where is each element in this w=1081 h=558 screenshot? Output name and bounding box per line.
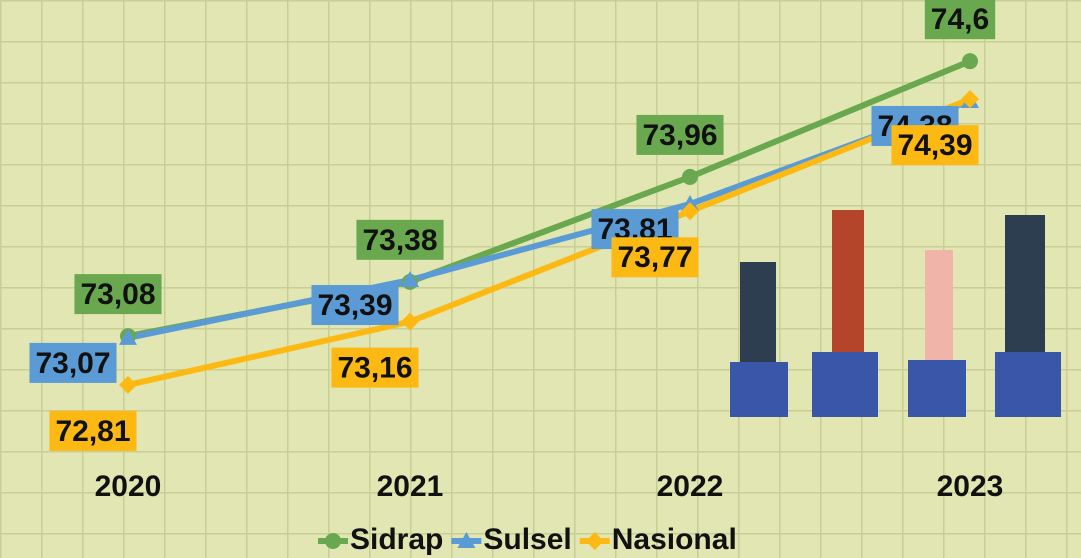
pot: [730, 362, 788, 417]
decoration: [730, 210, 1061, 417]
value-label: 73,08: [74, 274, 161, 314]
person: [832, 210, 864, 352]
value-label-text: 74,6: [931, 3, 989, 36]
value-label: 73,07: [29, 343, 116, 383]
value-label: 74,6: [925, 0, 995, 39]
person: [925, 250, 953, 360]
x-tick-label: 2021: [377, 470, 444, 503]
point: [962, 53, 978, 69]
value-label-text: 73,08: [80, 278, 155, 311]
value-label-text: 73,39: [317, 289, 392, 322]
value-label: 74,39: [891, 125, 978, 165]
person: [740, 262, 776, 362]
value-label: 72,81: [49, 411, 136, 451]
value-label: 73,16: [331, 348, 418, 388]
x-tick-label: 2022: [657, 470, 724, 503]
legend-label: Sulsel: [483, 523, 571, 556]
value-label-text: 73,96: [642, 119, 717, 152]
value-label-text: 73,16: [337, 352, 412, 385]
pot: [995, 352, 1061, 417]
value-label: 73,77: [611, 237, 698, 277]
person: [1005, 215, 1045, 352]
value-label-text: 74,39: [897, 129, 972, 162]
value-label: 73,96: [636, 115, 723, 155]
x-tick-label: 2023: [937, 470, 1004, 503]
value-label-text: 73,38: [362, 224, 437, 257]
legend-item: Nasional: [580, 523, 737, 556]
point: [119, 376, 137, 394]
point: [401, 313, 419, 331]
pot: [908, 360, 966, 417]
value-label-text: 72,81: [55, 415, 130, 448]
value-label: 73,38: [356, 220, 443, 260]
chart: 2020 2021 2022 2023 73,08 73,38 73,96 74,6 73,07…: [0, 0, 1081, 558]
pot: [812, 352, 878, 417]
point: [325, 533, 341, 549]
legend-label: Nasional: [612, 523, 737, 556]
value-label: 73,39: [311, 285, 398, 325]
value-label-text: 73,77: [617, 241, 692, 274]
point: [586, 532, 604, 550]
x-tick-label: 2020: [95, 470, 162, 503]
legend-label: Sidrap: [350, 523, 443, 556]
point: [682, 169, 698, 185]
page: {"chart_data": {"type": "line", "categor…: [0, 0, 1081, 558]
value-label-text: 73,07: [35, 347, 110, 380]
